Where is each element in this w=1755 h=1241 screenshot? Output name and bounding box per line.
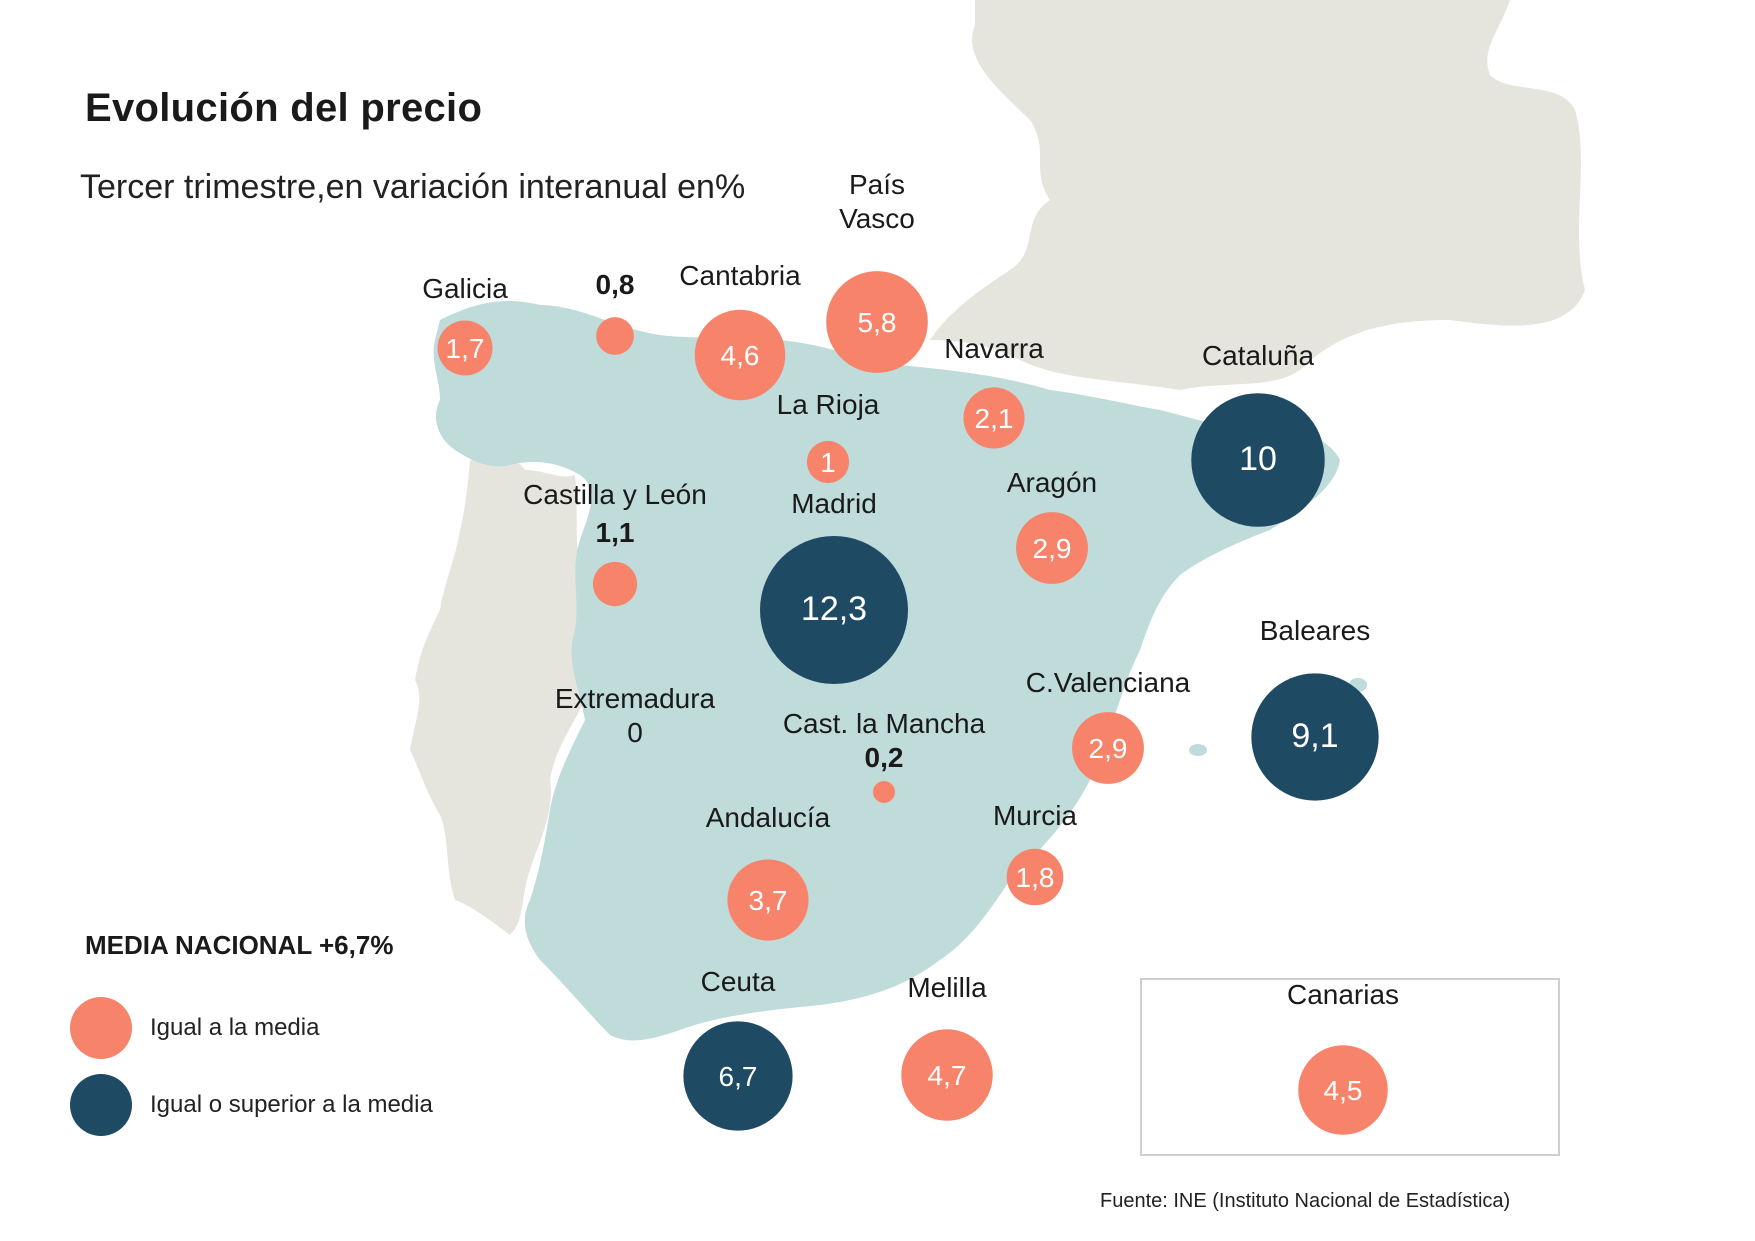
value-label-castilla-la-mancha: 0,2	[865, 742, 904, 773]
value-label-melilla: 4,7	[928, 1060, 967, 1091]
bubble-cantabria	[694, 309, 786, 401]
region-label-madrid: Madrid	[791, 488, 877, 519]
region-label-ceuta: Ceuta	[701, 966, 776, 997]
region-label-canarias: Canarias	[1287, 979, 1399, 1010]
legend-item-below: Igual a la media	[70, 997, 319, 1059]
region-bubbles: Galicia 1,7 0,8 Cantabria 4,6 País Vasco 5,8 Nav…	[422, 169, 1399, 1135]
bubble-ceuta	[683, 1021, 793, 1131]
bubble-cataluna	[1191, 393, 1325, 527]
region-label-la-rioja: La Rioja	[777, 389, 880, 420]
bubble-baleares	[1251, 673, 1379, 801]
region-label-navarra: Navarra	[944, 333, 1044, 364]
bubble-murcia	[1006, 848, 1064, 906]
value-label-aragon: 2,9	[1033, 533, 1072, 564]
legend-swatch-above	[70, 1074, 132, 1136]
region-label-andalucia: Andalucía	[706, 802, 831, 833]
canarias-inset-box	[1140, 978, 1560, 1156]
bubble-castilla-la-mancha	[873, 781, 895, 803]
bubble-melilla	[901, 1029, 993, 1121]
bubble-la-rioja	[806, 440, 850, 484]
chart-subtitle: Tercer trimestre,en variación interanual…	[80, 168, 746, 206]
value-label-pais-vasco: 5,8	[858, 307, 897, 338]
source-note: Fuente: INE (Instituto Nacional de Estad…	[1100, 1190, 1511, 1212]
value-label-madrid: 12,3	[801, 590, 867, 628]
bubble-galicia	[437, 320, 493, 376]
region-label-cataluna: Cataluña	[1202, 340, 1315, 371]
value-label-cantabria: 4,6	[721, 340, 760, 371]
value-label-canarias: 4,5	[1324, 1075, 1363, 1106]
value-label-andalucia: 3,7	[749, 885, 788, 916]
region-label-murcia: Murcia	[993, 800, 1077, 831]
region-label-castilla-leon: Castilla y León	[523, 479, 707, 510]
value-label-cataluna: 10	[1239, 440, 1277, 478]
region-label-aragon: Aragón	[1007, 467, 1097, 498]
spain-landmass	[433, 300, 1341, 1041]
france-landmass	[930, 0, 1585, 390]
value-label-ceuta: 6,7	[719, 1061, 758, 1092]
national-average-label: MEDIA NACIONAL +6,7%	[85, 930, 394, 960]
region-label-melilla: Melilla	[907, 972, 987, 1003]
value-label-c-valenciana: 2,9	[1089, 733, 1128, 764]
region-label-castilla-la-mancha: Cast. la Mancha	[783, 708, 986, 739]
balearic-islet-2	[1189, 744, 1207, 756]
value-label-baleares: 9,1	[1291, 717, 1338, 755]
portugal-landmass	[410, 454, 590, 935]
bubble-madrid	[760, 536, 908, 684]
bubble-castilla-leon	[592, 561, 638, 607]
value-label-murcia: 1,8	[1016, 862, 1055, 893]
bubble-pais-vasco	[826, 271, 928, 373]
value-label-la-rioja: 1	[820, 447, 836, 478]
bubble-c-valenciana	[1072, 712, 1144, 784]
bubble-andalucia	[727, 859, 809, 941]
bubble-canarias	[1298, 1045, 1388, 1135]
chart-title: Evolución del precio	[85, 86, 483, 130]
legend-item-above: Igual o superior a la media	[70, 1074, 433, 1136]
value-label-extremadura: 0	[627, 717, 643, 748]
value-label-navarra: 2,1	[975, 403, 1014, 434]
region-label-baleares: Baleares	[1260, 615, 1371, 646]
legend-swatch-below	[70, 997, 132, 1059]
value-label-asturias: 0,8	[596, 269, 635, 300]
legend-label-below: Igual a la media	[150, 1014, 320, 1041]
bubble-aragon	[1016, 512, 1088, 584]
region-label-c-valenciana: C.Valenciana	[1026, 667, 1191, 698]
legend-label-above: Igual o superior a la media	[150, 1091, 433, 1118]
region-label-galicia: Galicia	[422, 273, 508, 304]
region-label-cantabria: Cantabria	[679, 260, 801, 291]
bubble-navarra	[963, 387, 1025, 449]
value-label-galicia: 1,7	[446, 333, 485, 364]
value-label-castilla-leon: 1,1	[596, 517, 635, 548]
region-label-extremadura: Extremadura	[555, 683, 716, 714]
region-label-pais-vasco: País Vasco	[839, 169, 915, 234]
bubble-asturias	[596, 317, 634, 355]
